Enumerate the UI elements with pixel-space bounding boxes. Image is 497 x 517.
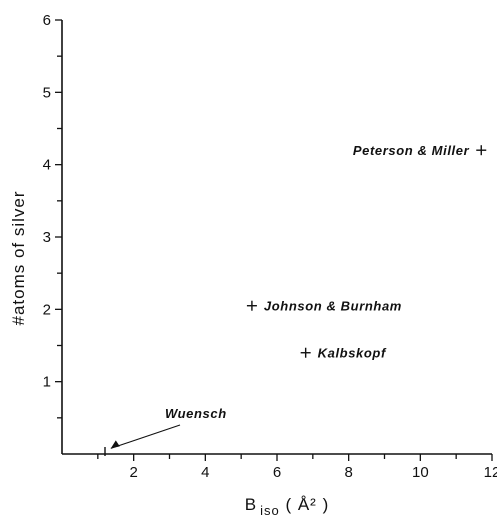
y-axis-title: #atoms of silver xyxy=(9,190,28,325)
y-tick-label: 3 xyxy=(43,229,51,246)
x-tick-label: 4 xyxy=(201,464,209,481)
annotation-label: Wuensch xyxy=(165,406,227,421)
point-label: Peterson & Miller xyxy=(353,143,470,158)
y-tick-label: 1 xyxy=(43,374,51,391)
data-point: Peterson & Miller xyxy=(353,143,487,158)
axes xyxy=(61,20,492,455)
x-tick-label: 10 xyxy=(412,464,429,481)
y-tick-label: 5 xyxy=(43,84,51,101)
x-tick-label: 6 xyxy=(273,464,281,481)
data-point: Kalbskopf xyxy=(300,346,387,361)
annotation-arrow-head xyxy=(110,440,120,449)
point-label: Johnson & Burnham xyxy=(264,299,402,314)
x-tick-label: 2 xyxy=(129,464,137,481)
point-label: Kalbskopf xyxy=(318,346,387,361)
annotation-arrow-line xyxy=(110,424,181,449)
x-tick-label: 8 xyxy=(344,464,352,481)
y-tick-label: 6 xyxy=(43,12,51,29)
data-point: Johnson & Burnham xyxy=(246,299,402,314)
y-tick-label: 4 xyxy=(43,157,51,174)
annotation: Wuensch xyxy=(110,406,227,449)
data-points: Peterson & Miller Johnson & Burnham Kalbsk… xyxy=(104,143,487,456)
y-tick-label: 2 xyxy=(43,301,51,318)
x-tick-label: 12 xyxy=(484,464,497,481)
